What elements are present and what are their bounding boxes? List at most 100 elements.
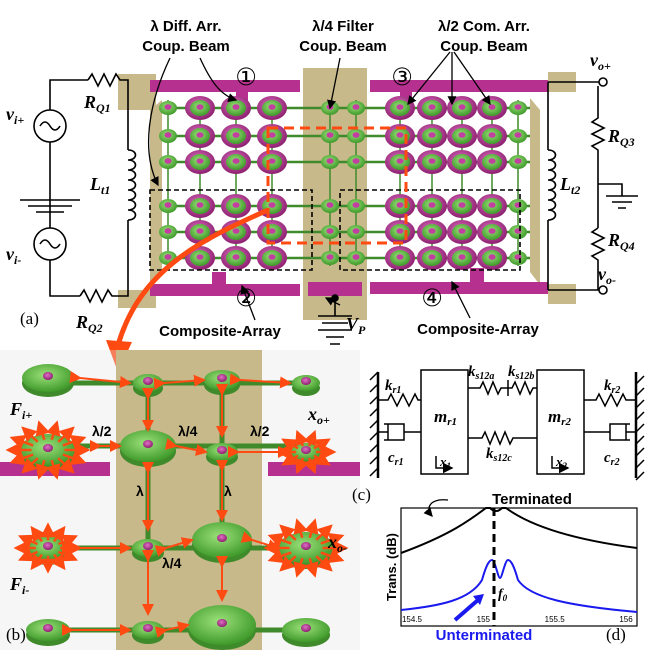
anchor-strip [116,350,262,650]
callout-lambda-diff-b: Coup. Beam [142,38,230,55]
force-arrow [21,457,39,474]
disk-stem [164,158,172,164]
disk-stem [268,228,276,234]
disk-stem [514,158,522,164]
mr2-label: mr2 [548,407,572,428]
disk-stem [326,158,334,164]
disk-stem [164,132,172,138]
ks12a-label: ks12a [468,364,494,382]
force-arrow [57,457,75,474]
force-arrow [57,534,78,549]
vim-label: vi- [6,244,21,267]
callout-lambda-diff: λ Diff. Arr. [150,18,221,35]
marker-3: ③ [391,63,413,91]
force-arrow [35,459,50,480]
disk-stem [396,158,404,164]
disk-stem [232,158,240,164]
vp-label: VP [346,314,366,337]
lt1-label: Lt1 [89,174,110,197]
force-arrow [295,457,309,475]
force-arrow [267,548,292,563]
zoom-stem [301,446,311,454]
electrode [150,80,300,92]
strain-arrow [229,373,292,389]
disk-stem [458,202,466,208]
disk-stem [488,254,496,260]
disk-stem [326,132,334,138]
zoom-stem [217,619,227,627]
force-arrow [295,429,309,447]
disk-stem [232,254,240,260]
disk-stem [352,228,360,234]
callout-quarter-filter-b: Coup. Beam [299,38,387,55]
force-arrow [62,435,87,450]
mass-r1 [420,369,469,475]
vom-label: vo- [598,264,616,287]
panel-d: Terminated Unterminated Trans. (dB) f0 1… [384,491,638,644]
panel-c [369,369,645,481]
force-arrow [30,525,46,543]
x-tick-label: 155.5 [545,615,566,624]
output-circuit [547,77,638,295]
disk-stem [428,158,436,164]
disk-stem [458,158,466,164]
xom-label: xo- [327,532,347,555]
callout-half-com-b: Coup. Beam [440,38,528,55]
disk-stem [428,254,436,260]
disk-stem [458,104,466,110]
label-c: (c) [352,485,371,504]
ks12b-label: ks12b [508,364,534,382]
disk-stem [326,202,334,208]
callout-half-com: λ/2 Com. Arr. [438,18,530,35]
zoom-stem [143,624,153,632]
disk-stem [232,228,240,234]
force-arrow [279,555,297,572]
quarter-label-2: λ/4 [162,555,182,571]
disk-stem [428,104,436,110]
rq2-label: RQ2 [75,312,103,335]
disk-stem [326,254,334,260]
force-arrow [313,451,331,466]
disk-stem [488,202,496,208]
panel-b: Fi+ Fi- xo+ xo- λ/2 λ/4 λ/2 λ λ λ/4 (b) [0,350,360,650]
disk-stem [428,132,436,138]
strain-arrow [154,621,190,639]
force-arrow [9,450,34,465]
strain-arrow [240,531,280,551]
force-arrow [50,525,66,543]
disk-stem [396,228,404,234]
fim-label: Fi- [9,574,29,597]
x-tick-label: 155 [477,615,491,624]
marker-2: ② [235,284,257,312]
composite-array-right-label: Composite-Array [417,321,539,338]
disk-stem [396,104,404,110]
vip-label: vi+ [6,104,24,127]
disk-stem [196,228,204,234]
disk-stem [164,104,172,110]
force-arrow [293,557,308,578]
marker-1: ① [235,63,257,91]
zoom-resonator-grid [5,364,349,650]
strain-arrow [165,438,208,456]
disk-stem [196,202,204,208]
disk-stem [428,228,436,234]
force-arrow [304,518,319,539]
force-arrow [30,553,46,571]
strain-arrow [154,537,194,557]
force-arrow [281,451,299,466]
half-label-1: λ/2 [92,423,112,439]
quarter-label-1: λ/4 [178,423,198,439]
force-arrow [46,459,61,480]
disk-stem [164,228,172,234]
input-circuit [20,72,137,304]
disk-stem [164,254,172,260]
force-arrow [18,547,39,562]
force-arrow [315,524,333,541]
zoom-stem [143,542,153,550]
disk-stem [268,254,276,260]
zoom-stem [217,374,227,382]
anchor-right [530,98,540,285]
force-arrow [293,518,308,539]
zoom-stem [301,377,311,385]
strain-arrow [69,371,132,388]
